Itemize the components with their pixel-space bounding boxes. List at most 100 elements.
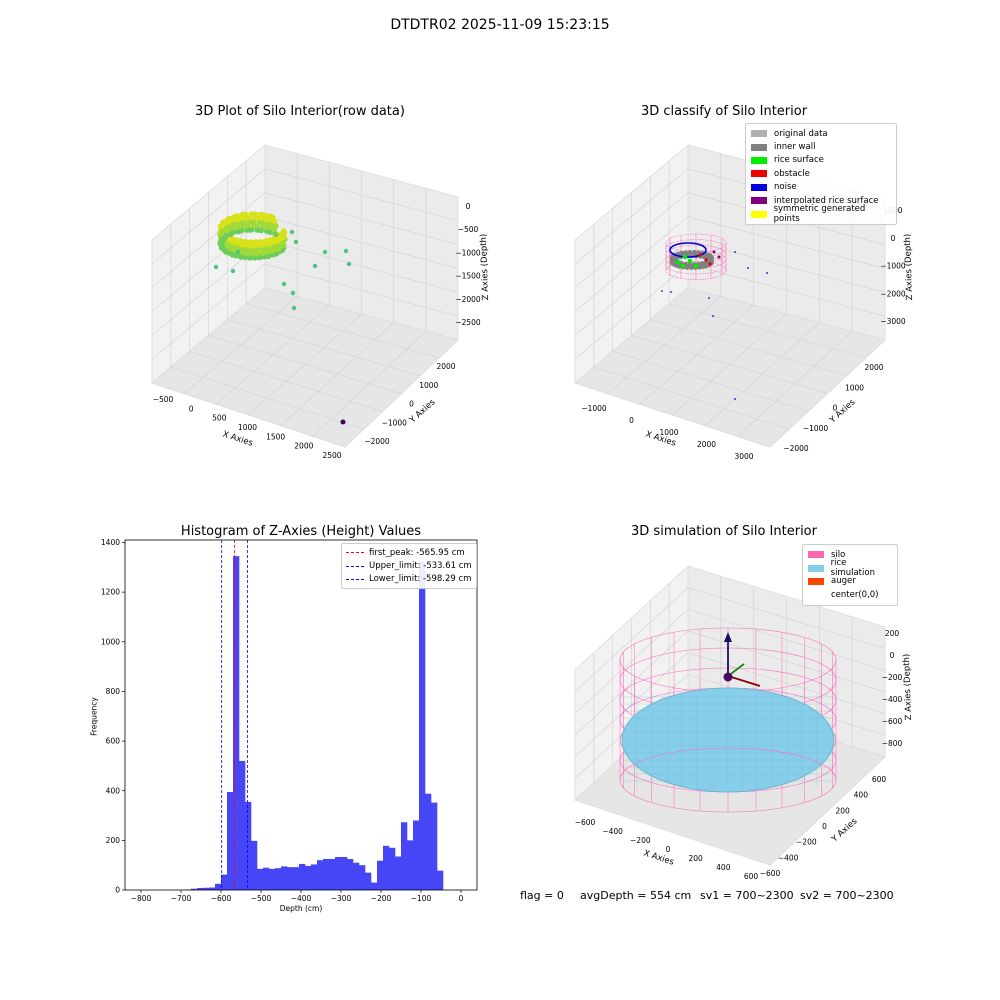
noise-ring — [669, 242, 707, 258]
histogram-bar — [365, 872, 372, 890]
y-tick-label: 1400 — [101, 538, 120, 547]
data-point — [252, 211, 259, 217]
x-tick-label: −600 — [211, 894, 232, 903]
legend-entry: symmetric generated points — [751, 204, 891, 224]
x-tick-label: −800 — [131, 894, 152, 903]
x-tick-label: 2000 — [294, 442, 313, 451]
data-point — [248, 243, 254, 249]
data-point — [260, 220, 266, 226]
histogram-bar — [251, 840, 258, 890]
grid-line — [574, 608, 886, 714]
data-point — [239, 242, 245, 248]
legend-swatch — [808, 564, 824, 572]
legend-swatch — [751, 143, 767, 151]
legend-entry: Upper_limit: -533.61 cm — [346, 559, 472, 572]
histogram-bar — [389, 847, 396, 890]
data-point — [243, 211, 249, 217]
data-point — [343, 248, 349, 254]
noise-point — [734, 398, 736, 400]
histogram-bar — [377, 860, 384, 890]
data-point — [264, 246, 270, 252]
histogram-bar — [269, 868, 276, 890]
z-tick-label: 0 — [890, 651, 895, 660]
x-tick-label: −100 — [411, 894, 432, 903]
status-flag: flag = 0 — [520, 889, 564, 902]
data-point — [258, 238, 264, 245]
z-tick-label: −500 — [458, 225, 479, 234]
legend-entry: rice surface — [751, 154, 891, 167]
z-tick-label: −1000 — [455, 248, 481, 257]
data-point — [273, 231, 279, 237]
data-point — [258, 243, 264, 249]
data-point — [260, 250, 266, 257]
noise-point — [747, 267, 749, 269]
data-point — [293, 239, 299, 245]
y-tick-label: −600 — [760, 869, 781, 878]
panel2-3d-plot: −10000100020003000−2000−1000010002000100… — [573, 143, 915, 461]
z-tick-label: −200 — [882, 673, 903, 682]
panel3-title: Histogram of Z-Axies (Height) Values — [180, 524, 422, 539]
auger-axis-x — [727, 675, 761, 687]
x-tick-label: 200 — [689, 854, 704, 863]
legend-swatch — [808, 577, 824, 585]
histogram-bar — [371, 882, 378, 890]
x-tick-label: −300 — [331, 894, 352, 903]
y-tick-label: 400 — [106, 786, 121, 795]
legend-entry: noise — [751, 181, 891, 194]
y-tick-label: −2000 — [364, 437, 390, 446]
rice-simulation-surface — [621, 687, 835, 793]
data-point — [312, 263, 318, 269]
legend-swatch — [751, 130, 767, 138]
data-point — [242, 238, 248, 245]
x-axis-label: X Axies — [221, 429, 254, 448]
data-point — [250, 251, 256, 257]
rice-surface-point — [693, 263, 699, 269]
status-avg-depth: avgDepth = 554 cm — [580, 889, 692, 902]
x-tick-label: −1000 — [581, 404, 607, 413]
z-tick-label: −1000 — [880, 262, 906, 271]
data-point — [241, 219, 247, 226]
data-point — [240, 250, 247, 256]
x-axis-label: X Axies — [642, 848, 675, 867]
rice-surface-point — [680, 263, 686, 269]
data-point — [237, 253, 243, 260]
histogram-bar — [311, 864, 318, 890]
y-tick-label: 1200 — [101, 588, 120, 597]
histogram-xlabel: Depth (cm) — [279, 904, 323, 913]
histogram-bar — [323, 858, 330, 890]
histogram-legend: first_peak: -565.95 cm Upper_limit: -533.… — [341, 543, 477, 590]
data-point — [250, 219, 257, 225]
x-tick-label: 400 — [716, 863, 731, 872]
histogram-bar — [407, 840, 414, 890]
z-tick-label: −3000 — [880, 317, 906, 326]
histogram-bar — [239, 760, 246, 890]
legend-entry: rice simulation — [808, 558, 892, 578]
panel1-title: 3D Plot of Silo Interior(row data) — [195, 104, 405, 119]
z-tick-label: −1500 — [455, 272, 481, 281]
y-tick-label: 200 — [836, 806, 851, 815]
x-tick-label: −500 — [153, 395, 174, 404]
interpolated-point — [712, 250, 716, 254]
y-tick-label: 2000 — [436, 362, 455, 371]
y-tick-label: −1000 — [803, 424, 829, 433]
data-point — [265, 253, 272, 260]
y-tick-label: 0 — [409, 400, 414, 409]
x-tick-label: −400 — [602, 827, 623, 836]
data-point — [267, 229, 273, 236]
y-tick-label: 600 — [106, 737, 121, 746]
legend-entry: obstacle — [751, 167, 891, 180]
panel4-title: 3D simulation of Silo Interior — [631, 524, 817, 539]
data-point — [340, 419, 346, 425]
data-point — [230, 230, 236, 236]
z-tick-label: 200 — [885, 629, 900, 638]
histogram-bar — [305, 865, 312, 890]
x-tick-label: −500 — [251, 894, 272, 903]
histogram-bar — [413, 820, 420, 890]
rice-surface-point — [687, 258, 693, 264]
data-point — [252, 255, 258, 261]
histogram-bar — [425, 793, 432, 890]
noise-point — [661, 290, 663, 292]
data-point — [346, 261, 352, 267]
legend-label: Lower_limit: -598.29 cm — [369, 574, 472, 585]
